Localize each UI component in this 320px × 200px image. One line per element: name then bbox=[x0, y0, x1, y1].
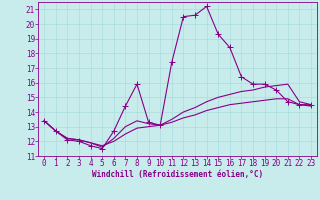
X-axis label: Windchill (Refroidissement éolien,°C): Windchill (Refroidissement éolien,°C) bbox=[92, 170, 263, 179]
